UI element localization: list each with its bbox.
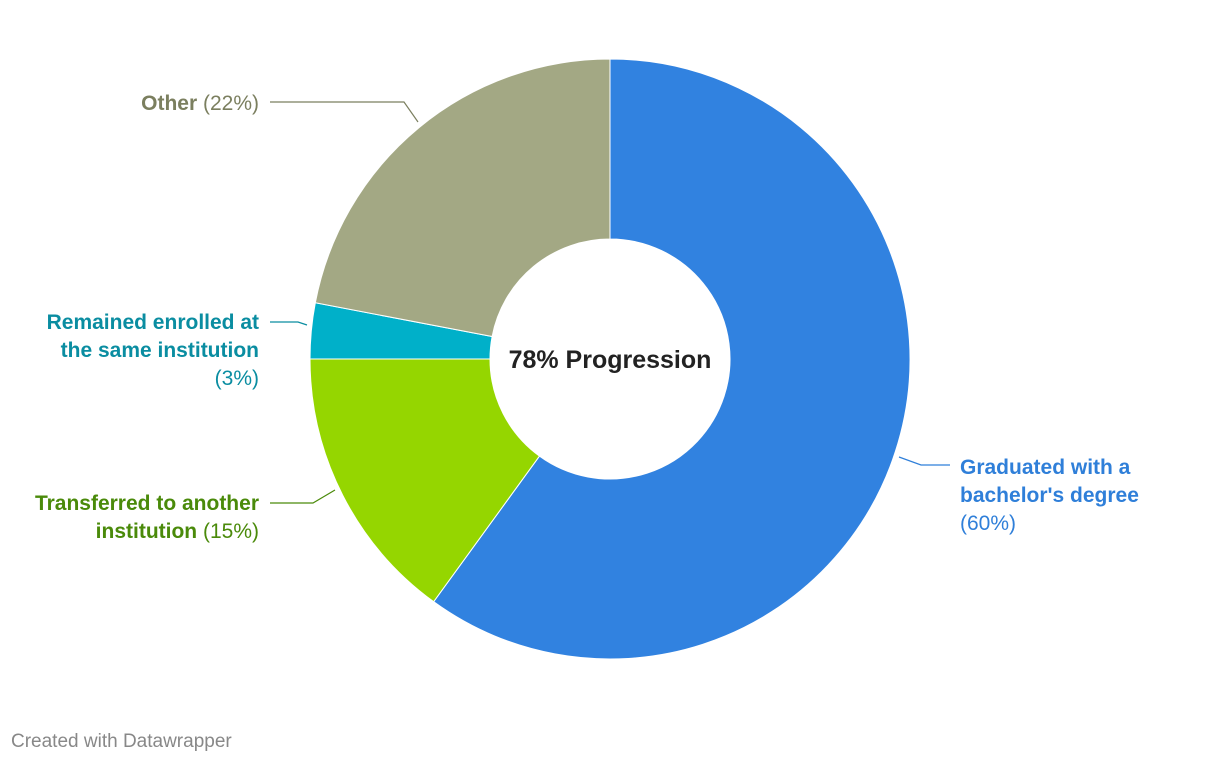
leader-line-transferred [270, 489, 336, 504]
leader-line-other [270, 101, 419, 123]
slice-labels: Graduated with a bachelor's degree (60%) Tr… [35, 92, 1139, 543]
center-label: 78% Progression [509, 346, 712, 374]
label-value-graduated: (60%) [960, 512, 1016, 535]
label-transferred: Transferred to another institution (15%) [35, 492, 259, 543]
leader-lines [270, 101, 950, 504]
label-other: Other (22%) [141, 92, 259, 115]
label-name-remained: Remained enrolled at [47, 311, 259, 334]
label-name-graduated: bachelor's degree [960, 484, 1139, 507]
leader-line-graduated [898, 456, 950, 466]
label-value-transferred: (15%) [197, 520, 259, 543]
label-name-transferred: Transferred to another [35, 492, 259, 515]
donut-slices [309, 58, 911, 660]
leader-line-remained [270, 321, 308, 326]
slice-graduated [432, 58, 911, 660]
credit-text: Created with Datawrapper [11, 731, 232, 752]
label-value-other: (22%) [197, 92, 259, 115]
label-value-remained: (3%) [215, 367, 259, 390]
label-name-transferred: institution [96, 520, 197, 543]
slice-transferred [309, 358, 541, 603]
label-name-graduated: Graduated with a [960, 456, 1131, 479]
label-name-other: Other [141, 92, 197, 115]
label-graduated: Graduated with a bachelor's degree (60%) [960, 456, 1139, 535]
label-name-remained: the same institution [61, 339, 259, 362]
label-remained: Remained enrolled at the same institution… [47, 311, 259, 390]
slice-other [314, 58, 611, 338]
